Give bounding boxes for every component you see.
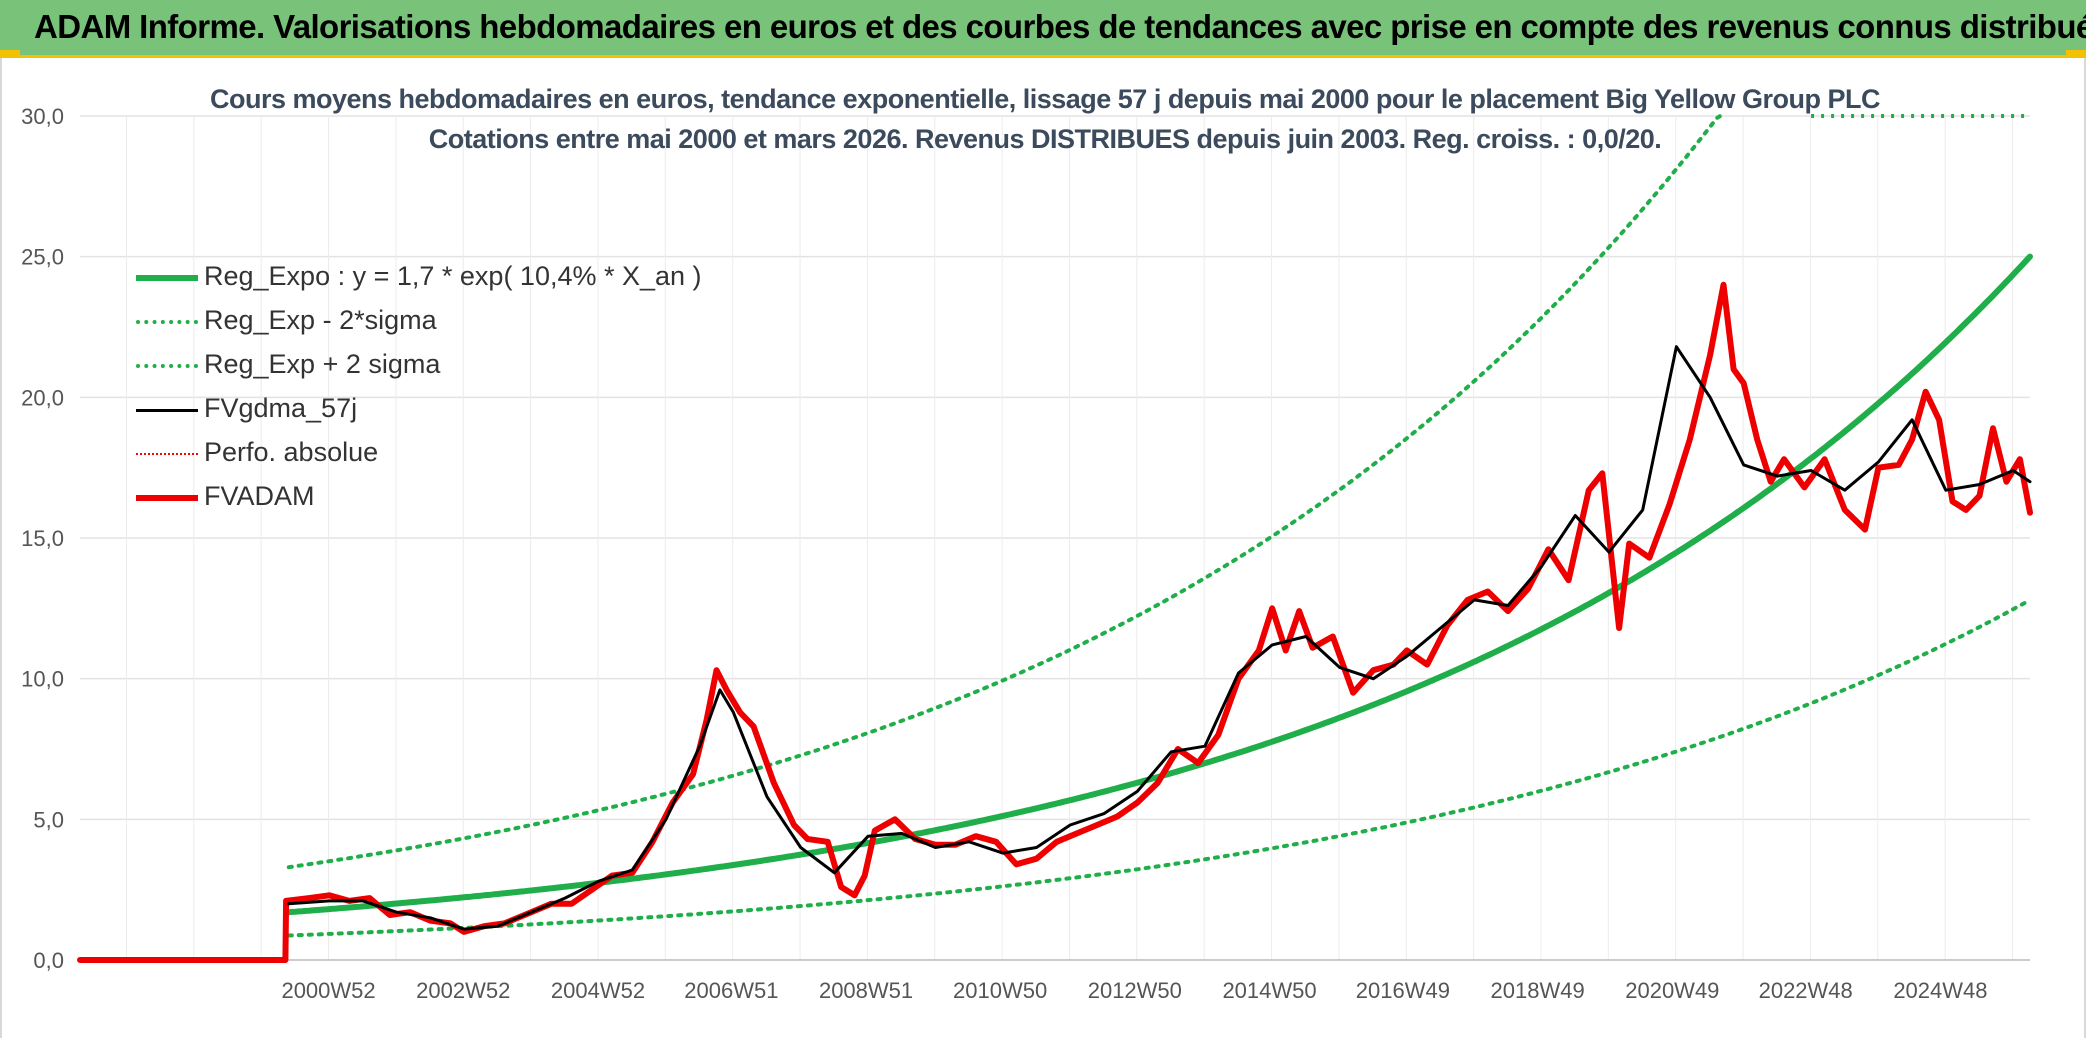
x-tick-label: 2024W48 [1893,978,1987,1003]
x-tick-label: 2022W48 [1759,978,1853,1003]
legend-swatch [136,452,198,455]
chart-area: 0,0 5,0 10,0 15,0 20,0 25,0 30,0 2000W52 2002W52… [0,58,2086,1038]
series-line-2 [286,114,1723,870]
right-corner-accent [2066,50,2086,58]
x-tick-label: 2002W52 [416,978,510,1003]
legend-swatch [136,495,198,501]
left-corner-accent [0,50,20,58]
x-tick-label: 2004W52 [551,978,645,1003]
chart-title: Cours moyens hebdomadaires en euros, ten… [209,84,1881,114]
legend-label: FVADAM [204,481,315,511]
y-tick-label: 0,0 [33,948,64,973]
legend-label: Reg_Exp + 2 sigma [204,349,441,379]
report-title: ADAM Informe. Valorisations hebdomadaire… [34,8,2086,45]
y-tick-label: 15,0 [21,526,64,551]
x-tick-label: 2008W51 [819,978,913,1003]
legend-swatch [136,364,198,368]
legend-label: Reg_Exp - 2*sigma [204,305,437,335]
y-tick-label: 30,0 [21,104,64,129]
legend-label: Perfo. absolue [204,437,379,467]
y-tick-label: 25,0 [21,245,64,270]
legend-label: FVgdma_57j [204,393,358,423]
y-tick-label: 20,0 [21,385,64,410]
y-tick-label: 5,0 [33,807,64,832]
line-chart: 0,0 5,0 10,0 15,0 20,0 25,0 30,0 2000W52 2002W52… [21,104,2033,1003]
x-tick-label: 2010W50 [953,978,1047,1003]
legend-swatch [136,320,198,324]
series-line-0 [285,253,2033,916]
legend-swatch [136,408,198,412]
series-line-3 [287,345,2032,931]
y-tick-label: 10,0 [21,667,64,692]
x-tick-label: 2012W50 [1088,978,1182,1003]
chart-subtitle: Cotations entre mai 2000 et mars 2026. R… [428,124,1662,154]
x-tick-label: 2018W49 [1491,978,1585,1003]
x-tick-label: 2006W51 [684,978,778,1003]
x-tick-label: 2020W49 [1625,978,1719,1003]
series-line-5 [77,281,2033,963]
x-tick-label: 2014W50 [1222,978,1316,1003]
series-line-1 [286,598,2032,938]
report-title-bar: ADAM Informe. Valorisations hebdomadaire… [0,0,2086,58]
legend-swatch [136,275,198,281]
x-tick-label: 2016W49 [1356,978,1450,1003]
legend-label: Reg_Expo : y = 1,7 * exp( 10,4% * X_an ) [204,261,702,291]
x-tick-label: 2000W52 [281,978,375,1003]
